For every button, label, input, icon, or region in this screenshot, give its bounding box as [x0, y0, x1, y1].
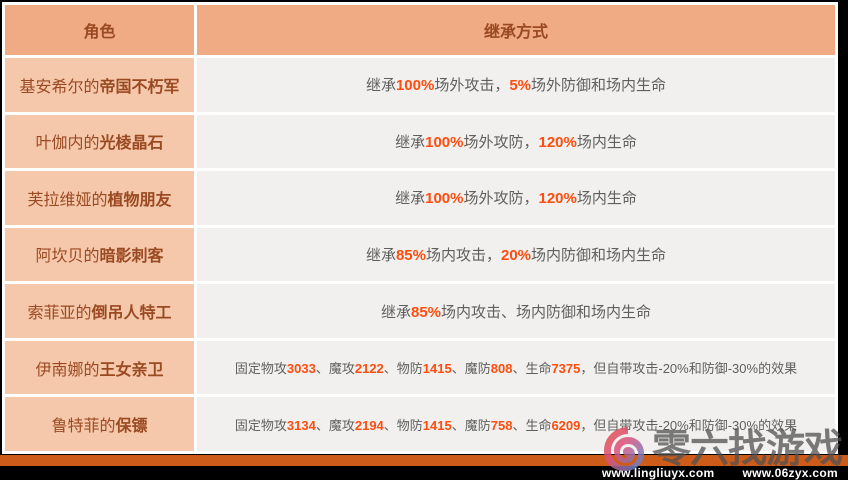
- character-pet-name: 植物朋友: [107, 191, 172, 209]
- column-header-method: 继承方式: [197, 5, 835, 55]
- stat-text: 场外攻击，: [434, 77, 510, 95]
- character-owner: 基安希尔的: [19, 78, 100, 96]
- stat-value: 758: [490, 417, 513, 433]
- stat-text: 、魔攻: [315, 361, 355, 377]
- stat-text: 固定物攻: [234, 417, 287, 433]
- stat-value: 120%: [538, 190, 577, 208]
- character-pet-name: 王女亲卫: [99, 361, 164, 379]
- character-pet-name: 倒吊人特工: [91, 305, 172, 323]
- stat-value: 1415: [422, 361, 452, 377]
- stat-text: 继承: [365, 77, 396, 95]
- inheritance-cell: 继承85%场内攻击、场内防御和场内生命: [197, 284, 835, 338]
- character-owner: 叶伽内的: [35, 135, 100, 153]
- character-cell: 叶伽内的光棱晶石: [5, 114, 194, 169]
- footer-orange-bar: [0, 455, 848, 466]
- character-owner: 索菲亚的: [27, 305, 92, 323]
- table-sheet: 角色 继承方式 基安希尔的帝国不朽军 继承100%场外攻击，5%场外防御和场内生命…: [2, 2, 838, 454]
- stat-text: 场外攻防，: [463, 190, 539, 208]
- character-cell: 芙拉维娅的植物朋友: [5, 171, 194, 225]
- stat-value: 808: [490, 361, 513, 377]
- footer-url-bar: www.lingliuyx.com www.06zyx.com: [0, 466, 848, 480]
- stat-text: 场外攻防，: [463, 133, 539, 151]
- character-cell: 鲁特菲的保镖: [5, 397, 194, 451]
- inheritance-cell: 固定物攻3033、魔攻2122、物防1415、魔防808、生命7375，但自带攻…: [197, 340, 835, 395]
- stat-text: 场内攻击，: [425, 246, 501, 264]
- header-row: 角色 继承方式: [5, 5, 835, 55]
- stat-value: 85%: [395, 246, 426, 264]
- stat-text: 继承: [395, 190, 426, 208]
- footer-url-lingliuyx: www.lingliuyx.com: [601, 466, 715, 480]
- stat-text: ，但自带攻击-20%和防御-30%的效果: [580, 361, 798, 377]
- table-row: 伊南娜的王女亲卫 固定物攻3033、魔攻2122、物防1415、魔防808、生命7…: [5, 340, 835, 395]
- inheritance-cell: 继承100%场外攻防，120%场内生命: [197, 171, 835, 225]
- stat-value: 5%: [509, 77, 532, 95]
- stat-value: 1415: [422, 417, 452, 433]
- stat-value: 100%: [425, 133, 464, 151]
- character-pet-name: 帝国不朽军: [99, 78, 180, 96]
- inheritance-cell: 继承100%场外攻击，5%场外防御和场内生命: [197, 58, 835, 112]
- table-row: 索菲亚的倒吊人特工 继承85%场内攻击、场内防御和场内生命: [5, 284, 835, 338]
- stat-value: 6209: [551, 417, 581, 433]
- character-pet-name: 光棱晶石: [99, 135, 164, 153]
- stat-text: 场内生命: [576, 190, 637, 208]
- stat-value: 7375: [551, 361, 581, 377]
- inheritance-cell: 固定物攻3134、魔攻2194、物防1415、魔防758、生命6209，但自带攻…: [197, 397, 835, 451]
- character-owner: 鲁特菲的: [51, 418, 116, 436]
- stat-text: 继承: [365, 246, 396, 264]
- stat-text: 、生命: [512, 361, 552, 377]
- stat-value: 85%: [410, 303, 442, 321]
- table-header: 角色 继承方式: [5, 5, 835, 55]
- stat-text: 、魔防: [451, 361, 491, 377]
- stat-text: 、物防: [383, 361, 423, 377]
- stat-text: 场内攻击、场内防御和场内生命: [441, 303, 652, 321]
- stat-value: 120%: [538, 133, 577, 151]
- character-cell: 索菲亚的倒吊人特工: [5, 284, 194, 338]
- inheritance-cell: 继承85%场内攻击，20%场内防御和场内生命: [197, 227, 835, 282]
- column-header-role: 角色: [5, 5, 194, 55]
- footer-url-06zyx: www.06zyx.com: [742, 466, 838, 480]
- stat-text: 、生命: [512, 417, 552, 433]
- table-row: 叶伽内的光棱晶石 继承100%场外攻防，120%场内生命: [5, 114, 835, 169]
- stat-value: 3134: [286, 417, 316, 433]
- stat-value: 3033: [286, 361, 316, 377]
- stat-value: 20%: [501, 246, 532, 264]
- character-owner: 伊南娜的: [35, 361, 100, 379]
- stat-text: 场外防御和场内生命: [531, 77, 667, 95]
- inheritance-table: 角色 继承方式 基安希尔的帝国不朽军 继承100%场外攻击，5%场外防御和场内生命…: [2, 2, 838, 454]
- table-row: 阿坎贝的暗影刺客 继承85%场内攻击，20%场内防御和场内生命: [5, 227, 835, 282]
- character-owner: 芙拉维娅的: [27, 191, 108, 209]
- stat-text: 继承: [380, 303, 411, 321]
- table-row: 芙拉维娅的植物朋友 继承100%场外攻防，120%场内生命: [5, 171, 835, 225]
- stat-text: 、魔防: [451, 417, 491, 433]
- stat-value: 100%: [425, 190, 464, 208]
- stat-value: 2122: [354, 361, 384, 377]
- character-cell: 伊南娜的王女亲卫: [5, 340, 194, 395]
- stat-text: 固定物攻: [234, 361, 287, 377]
- stat-text: 、物防: [383, 417, 423, 433]
- character-cell: 阿坎贝的暗影刺客: [5, 227, 194, 282]
- stat-value: 100%: [395, 77, 435, 95]
- stat-value: 2194: [354, 417, 384, 433]
- stat-text: 场内生命: [576, 133, 637, 151]
- table-body: 基安希尔的帝国不朽军 继承100%场外攻击，5%场外防御和场内生命 叶伽内的光棱晶石…: [5, 58, 835, 451]
- stat-text: 继承: [395, 133, 426, 151]
- character-pet-name: 保镖: [115, 418, 148, 436]
- character-pet-name: 暗影刺客: [99, 248, 164, 266]
- table-row: 基安希尔的帝国不朽军 继承100%场外攻击，5%场外防御和场内生命: [5, 58, 835, 112]
- character-cell: 基安希尔的帝国不朽军: [5, 58, 194, 112]
- stat-text: 、魔攻: [315, 417, 355, 433]
- character-owner: 阿坎贝的: [35, 248, 100, 266]
- table-row: 鲁特菲的保镖 固定物攻3134、魔攻2194、物防1415、魔防758、生命620…: [5, 397, 835, 451]
- stat-text: 场内防御和场内生命: [531, 246, 667, 264]
- stat-text: ，但自带攻击-20%和防御-30%的效果: [580, 417, 798, 433]
- inheritance-cell: 继承100%场外攻防，120%场内生命: [197, 114, 835, 169]
